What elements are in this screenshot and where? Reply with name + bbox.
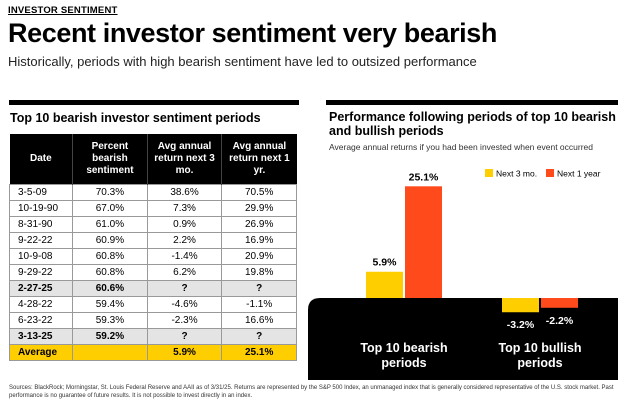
table-row-average: Average 5.9% 25.1% [8, 344, 297, 361]
column-header-return-1yr: Avg annual return next 1 yr. [221, 134, 297, 185]
chart-bar [502, 298, 539, 313]
cell-return-3mo: 6.2% [146, 264, 223, 281]
cell-percent-bearish: 59.3% [72, 312, 148, 329]
sentiment-table: Date Percent bearish sentiment Avg annua… [8, 134, 297, 361]
category-label: Top 10 bullish periods [498, 341, 581, 370]
cell-percent-bearish: 59.4% [72, 296, 148, 313]
cell-date: 9-22-22 [8, 232, 74, 249]
cell-date: 3-13-25 [8, 328, 74, 345]
chart-base-panel [308, 298, 618, 380]
footer-sources: Sources: BlackRock; Morningstar, St. Lou… [9, 385, 614, 399]
cell-return-3mo: ? [146, 328, 223, 345]
cell-return-3mo: 38.6% [146, 184, 223, 201]
cell-return-3mo: -4.6% [146, 296, 223, 313]
cell-return-3mo: -2.3% [146, 312, 223, 329]
cell-return-1yr: 29.9% [221, 200, 297, 217]
cell-return-1yr: 16.6% [221, 312, 297, 329]
cell-return-3mo: 0.9% [146, 216, 223, 233]
table-row: 10-9-08 60.8% -1.4% 20.9% [8, 248, 297, 265]
category-label: Top 10 bearish periods [360, 341, 447, 370]
table-row: 4-28-22 59.4% -4.6% -1.1% [8, 296, 297, 313]
kicker: INVESTOR SENTIMENT [8, 5, 118, 16]
cell-percent-bearish: 67.0% [72, 200, 148, 217]
cell-date: 10-19-90 [8, 200, 74, 217]
table-title: Top 10 bearish investor sentiment period… [10, 111, 261, 125]
table-row: 2-27-25 60.6%?? [8, 280, 297, 297]
cell-return-1yr: -1.1% [221, 296, 297, 313]
cell-date: 3-5-09 [8, 184, 74, 201]
cell-return-3mo: ? [146, 280, 223, 297]
table-row: 8-31-90 61.0% 0.9% 26.9% [8, 216, 297, 233]
table-row: 3-5-09 70.3% 38.6% 70.5% [8, 184, 297, 201]
chart-bar [541, 298, 578, 308]
cell-date: 6-23-22 [8, 312, 74, 329]
cell-return-1yr: 26.9% [221, 216, 297, 233]
data-label: -3.2% [507, 319, 535, 331]
table-row: 9-22-22 60.9% 2.2% 16.9% [8, 232, 297, 249]
data-label: 5.9% [373, 257, 398, 269]
cell-return-3mo: -1.4% [146, 248, 223, 265]
cell-return-1yr: 70.5% [221, 184, 297, 201]
data-label: 25.1% [409, 171, 439, 183]
chart-top-rule [326, 100, 618, 105]
chart-bar [366, 271, 403, 298]
cell-return-1yr: ? [221, 280, 297, 297]
table-row: 10-19-90 67.0% 7.3% 29.9% [8, 200, 297, 217]
table-row: 3-13-25 59.2%?? [8, 328, 297, 345]
chart-subtitle: Average annual returns if you had been i… [329, 142, 593, 152]
legend-label: Next 1 year [557, 169, 601, 179]
cell-return-1yr: 20.9% [221, 248, 297, 265]
cell-return-3mo: 7.3% [146, 200, 223, 217]
legend-label: Next 3 mo. [496, 169, 537, 179]
column-header-date: Date [9, 134, 73, 185]
table-row: 9-29-22 60.8% 6.2% 19.8% [8, 264, 297, 281]
data-label: -2.2% [546, 315, 574, 327]
page-subtitle: Historically, periods with high bearish … [8, 54, 477, 69]
cell-date: 10-9-08 [8, 248, 74, 265]
cell-percent-bearish: 60.8% [72, 248, 148, 265]
cell-average-return-3mo: 5.9% [146, 344, 223, 361]
cell-return-1yr: 19.8% [221, 264, 297, 281]
cell-percent-bearish: 70.3% [72, 184, 148, 201]
cell-percent-bearish: 60.9% [72, 232, 148, 249]
chart-bar [405, 186, 442, 298]
cell-return-1yr: 16.9% [221, 232, 297, 249]
column-header-percent-bearish: Percent bearish sentiment [72, 134, 148, 185]
cell-average-label: Average [8, 344, 74, 361]
cell-percent-bearish: 59.2% [72, 328, 148, 345]
cell-percent-bearish: 60.8% [72, 264, 148, 281]
cell-date: 9-29-22 [8, 264, 74, 281]
cell-percent-bearish: 60.6% [72, 280, 148, 297]
legend-swatch [485, 169, 493, 177]
cell-date: 4-28-22 [8, 296, 74, 313]
cell-date: 2-27-25 [8, 280, 74, 297]
cell-average-return-1yr: 25.1% [221, 344, 297, 361]
cell-date: 8-31-90 [8, 216, 74, 233]
cell-return-3mo: 2.2% [146, 232, 223, 249]
cell-return-1yr: ? [221, 328, 297, 345]
cell-average-percent [72, 344, 148, 361]
chart-title: Performance following periods of top 10 … [329, 110, 616, 138]
table-body: 3-5-09 70.3% 38.6% 70.5% 10-19-90 67.0% 7.3% 29… [8, 184, 297, 361]
column-header-return-3mo: Avg annual return next 3 mo. [146, 134, 222, 185]
table-top-rule [9, 100, 299, 105]
table-row: 6-23-22 59.3% -2.3% 16.6% [8, 312, 297, 329]
cell-percent-bearish: 61.0% [72, 216, 148, 233]
page-title: Recent investor sentiment very bearish [8, 18, 497, 48]
legend-swatch [546, 169, 554, 177]
